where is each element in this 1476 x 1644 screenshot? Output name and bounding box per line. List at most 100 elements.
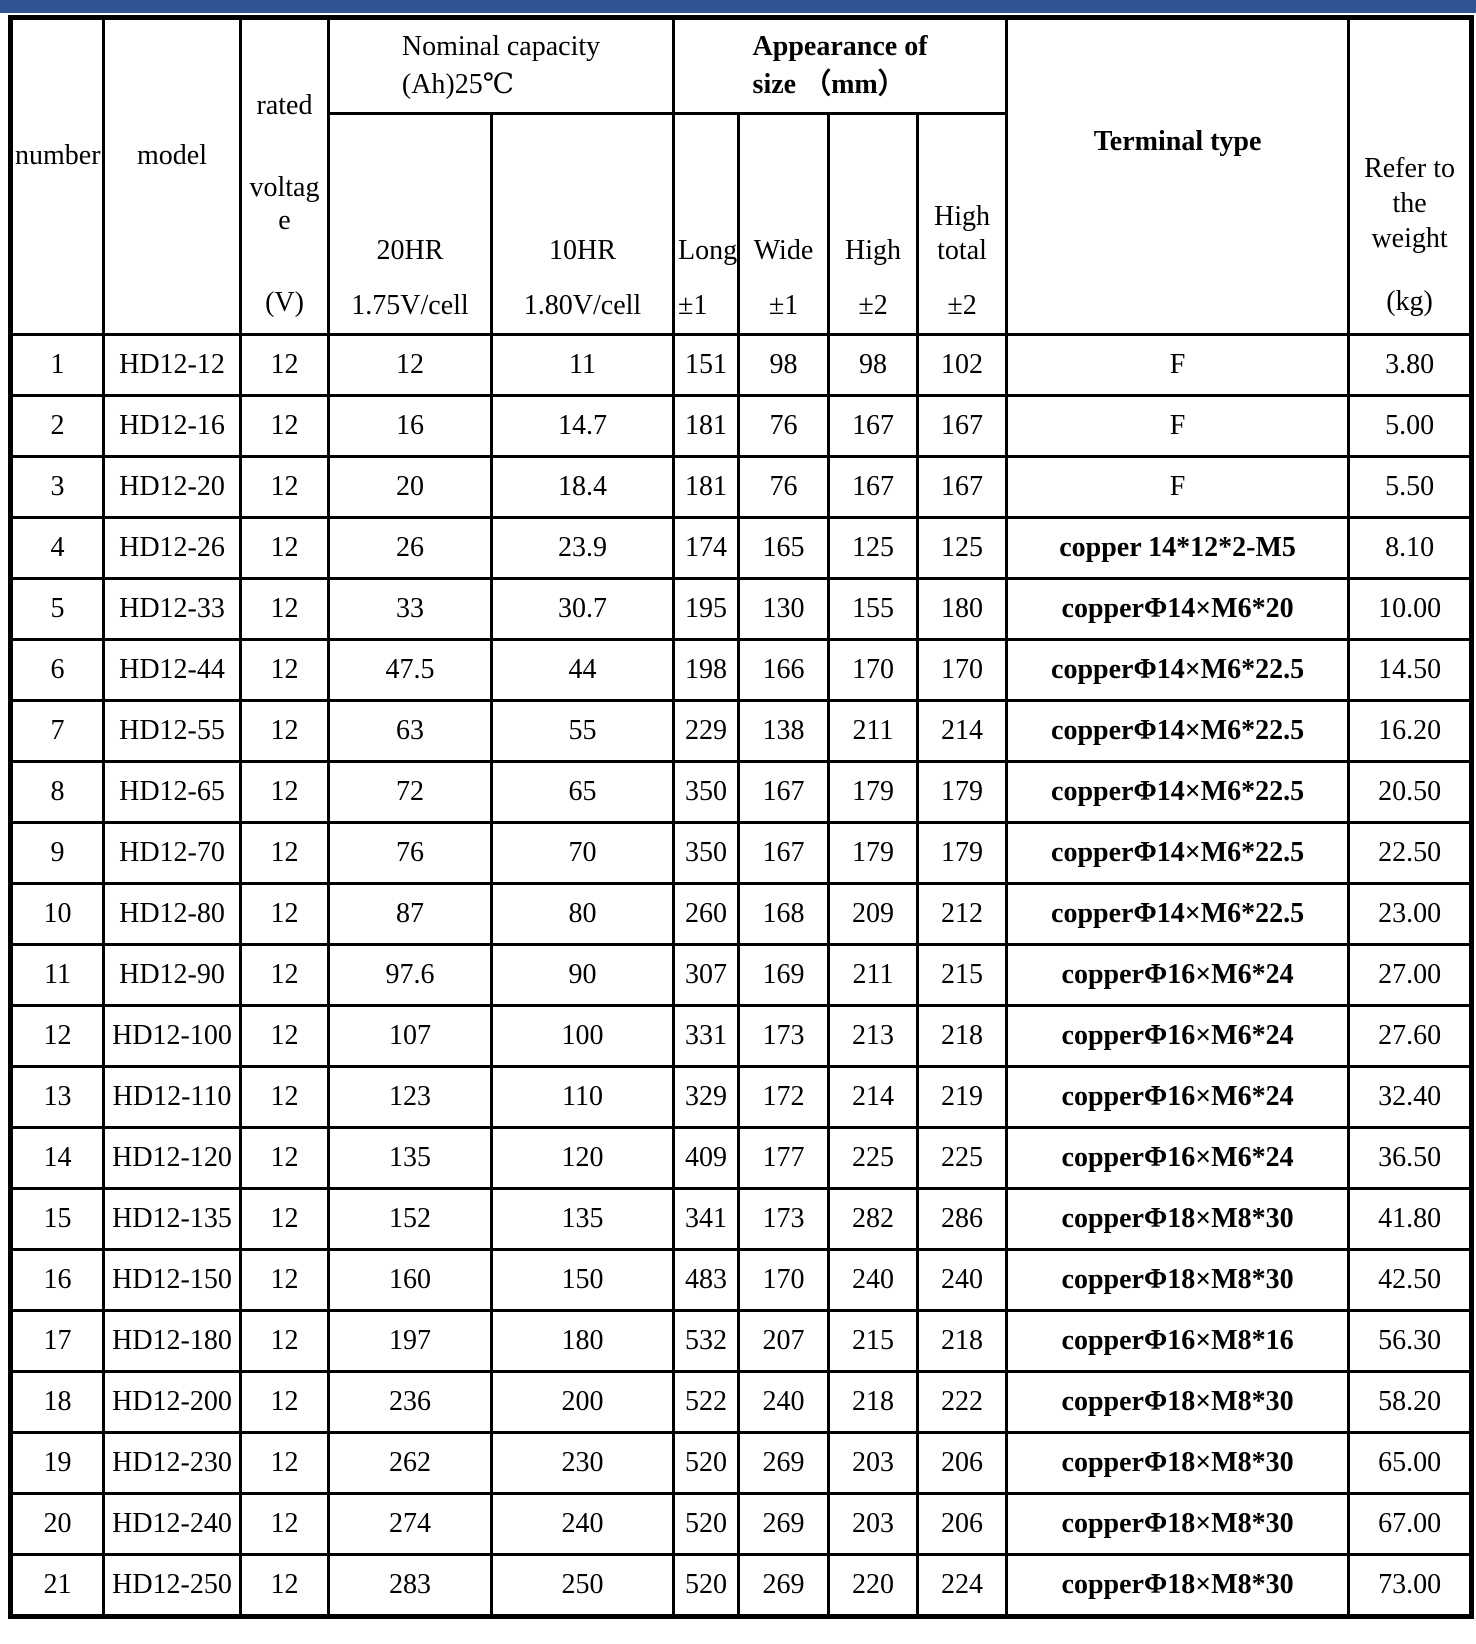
cell-number: 14	[9, 1126, 105, 1190]
cell-model: HD12-65	[102, 760, 242, 824]
cell-wide: 168	[737, 882, 831, 946]
cell-high_total: 102	[916, 333, 1009, 397]
cell-terminal: copperΦ14×M6*22.5	[1005, 882, 1351, 946]
cell-number: 8	[9, 760, 105, 824]
cell-high: 98	[827, 333, 920, 397]
cell-terminal: copperΦ16×M6*24	[1005, 943, 1351, 1007]
cell-c20: 26	[327, 516, 493, 580]
cell-voltage: 12	[239, 1431, 330, 1495]
cell-weight: 67.00	[1347, 1492, 1474, 1556]
cell-high_total: 179	[916, 821, 1009, 885]
cell-wide: 269	[737, 1492, 831, 1556]
cell-terminal: copper 14*12*2-M5	[1005, 516, 1351, 580]
cell-long: 532	[672, 1309, 741, 1373]
header-model: model	[102, 16, 242, 336]
cell-c10: 135	[489, 1187, 676, 1251]
table-row: 4 HD12-26 12 26 23.9 174 165 125 125 copper 14*12…	[9, 516, 1474, 580]
cell-high_total: 218	[916, 1309, 1009, 1373]
cell-terminal: copperΦ14×M6*20	[1005, 577, 1351, 641]
table-row: 12 HD12-100 12 107 100 331 173 213 218 copperΦ16×…	[9, 1004, 1474, 1068]
cell-high_total: 179	[916, 760, 1009, 824]
cell-c20: 33	[327, 577, 493, 641]
header-row-top: number model rated voltag e (V) Nominal c…	[9, 16, 1474, 336]
cell-terminal: copperΦ16×M8*16	[1005, 1309, 1351, 1373]
cell-weight: 16.20	[1347, 699, 1474, 763]
cell-c20: 47.5	[327, 638, 493, 702]
cell-c20: 236	[327, 1370, 493, 1434]
cell-voltage: 12	[239, 577, 330, 641]
table-body: 1 HD12-12 12 12 11 151 98 98 102 F 3.80 2 HD12-16 12 1…	[9, 333, 1474, 1618]
table-row: 21 HD12-250 12 283 250 520 269 220 224 copperΦ18×…	[9, 1553, 1474, 1618]
cell-c20: 135	[327, 1126, 493, 1190]
cell-number: 10	[9, 882, 105, 946]
cell-voltage: 12	[239, 1492, 330, 1556]
header-20hr: 20HR 1.75V/cell	[327, 112, 493, 336]
cell-long: 522	[672, 1370, 741, 1434]
cell-terminal: copperΦ14×M6*22.5	[1005, 638, 1351, 702]
20hr-sub: 1.75V/cell	[351, 290, 469, 322]
cell-model: HD12-230	[102, 1431, 242, 1495]
cell-voltage: 12	[239, 1126, 330, 1190]
10hr-label: 10HR	[549, 234, 616, 266]
cell-weight: 27.00	[1347, 943, 1474, 1007]
cell-model: HD12-80	[102, 882, 242, 946]
cell-c10: 240	[489, 1492, 676, 1556]
cell-model: HD12-200	[102, 1370, 242, 1434]
cell-long: 341	[672, 1187, 741, 1251]
cell-c20: 76	[327, 821, 493, 885]
cell-voltage: 12	[239, 760, 330, 824]
cell-voltage: 12	[239, 1553, 330, 1618]
cell-wide: 269	[737, 1553, 831, 1618]
cell-long: 329	[672, 1065, 741, 1129]
cell-c10: 23.9	[489, 516, 676, 580]
appearance-line2: size （mm）	[752, 69, 906, 100]
cell-number: 9	[9, 821, 105, 885]
weight-line1: Refer to	[1364, 153, 1456, 184]
cell-weight: 14.50	[1347, 638, 1474, 702]
cell-voltage: 12	[239, 699, 330, 763]
cell-high_total: 240	[916, 1248, 1009, 1312]
cell-model: HD12-12	[102, 333, 242, 397]
high-total-tolerance: ±2	[947, 290, 977, 322]
cell-model: HD12-16	[102, 394, 242, 458]
header-high-total: High total ±2	[916, 112, 1009, 336]
cell-number: 1	[9, 333, 105, 397]
cell-wide: 138	[737, 699, 831, 763]
cell-number: 18	[9, 1370, 105, 1434]
cell-high: 282	[827, 1187, 920, 1251]
cell-high: 211	[827, 943, 920, 1007]
cell-weight: 5.00	[1347, 394, 1474, 458]
cell-high_total: 214	[916, 699, 1009, 763]
table-row: 11 HD12-90 12 97.6 90 307 169 211 215 copperΦ16×M…	[9, 943, 1474, 1007]
cell-weight: 65.00	[1347, 1431, 1474, 1495]
cell-long: 483	[672, 1248, 741, 1312]
cell-terminal: F	[1005, 455, 1351, 519]
20hr-label: 20HR	[376, 234, 444, 266]
cell-weight: 3.80	[1347, 333, 1474, 397]
header-long: Long ±1	[672, 112, 741, 336]
cell-high_total: 222	[916, 1370, 1009, 1434]
table-row: 19 HD12-230 12 262 230 520 269 203 206 copperΦ18×…	[9, 1431, 1474, 1495]
table-header: number model rated voltag e (V) Nominal c…	[9, 16, 1474, 336]
cell-high: 218	[827, 1370, 920, 1434]
cell-high: 211	[827, 699, 920, 763]
cell-number: 5	[9, 577, 105, 641]
cell-weight: 32.40	[1347, 1065, 1474, 1129]
cell-wide: 170	[737, 1248, 831, 1312]
high-label: High	[845, 234, 902, 266]
cell-high_total: 167	[916, 455, 1009, 519]
table-row: 1 HD12-12 12 12 11 151 98 98 102 F 3.80	[9, 333, 1474, 397]
high-total-label-line2: total	[937, 234, 987, 266]
cell-high: 167	[827, 394, 920, 458]
cell-c10: 70	[489, 821, 676, 885]
cell-number: 13	[9, 1065, 105, 1129]
cell-c20: 262	[327, 1431, 493, 1495]
cell-long: 520	[672, 1492, 741, 1556]
cell-high_total: 180	[916, 577, 1009, 641]
cell-model: HD12-250	[102, 1553, 242, 1618]
cell-wide: 167	[737, 760, 831, 824]
cell-wide: 169	[737, 943, 831, 1007]
cell-number: 4	[9, 516, 105, 580]
rated-voltage-line1: rated	[256, 90, 313, 121]
cell-weight: 20.50	[1347, 760, 1474, 824]
